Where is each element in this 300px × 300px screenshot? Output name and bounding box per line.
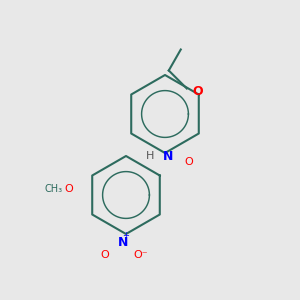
Text: O: O (64, 184, 74, 194)
Text: O: O (100, 250, 109, 260)
Text: +: + (123, 231, 129, 240)
Text: O⁻: O⁻ (134, 250, 148, 260)
Text: N: N (118, 236, 128, 250)
Text: O: O (192, 85, 202, 98)
Text: N: N (163, 149, 173, 163)
Text: CH₃: CH₃ (45, 184, 63, 194)
Text: O: O (184, 157, 194, 167)
Text: H: H (146, 151, 154, 161)
